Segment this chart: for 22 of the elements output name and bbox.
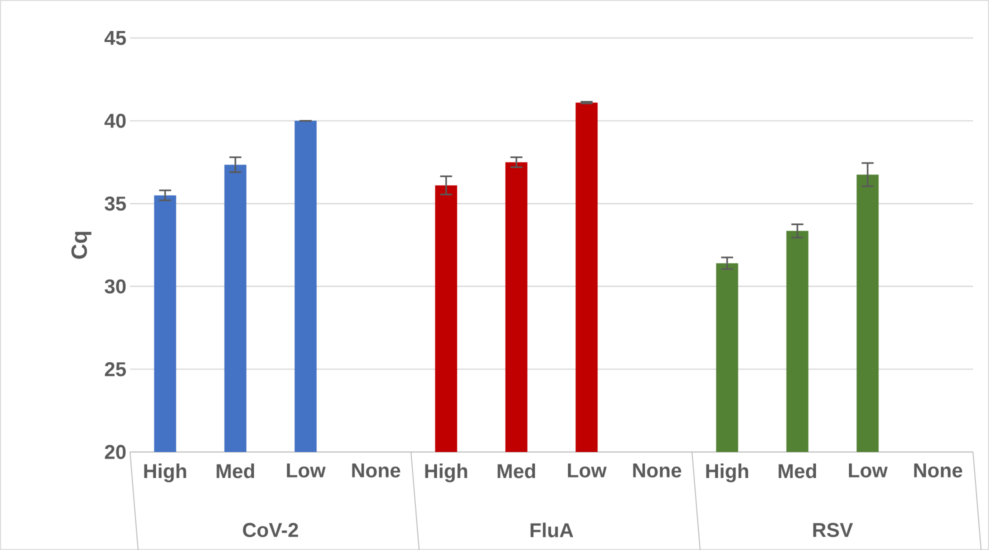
x-tick-label: High (425, 464, 468, 482)
text: RSV (813, 522, 853, 538)
x-tick-label: None (633, 464, 682, 478)
x-tick-label: None (352, 464, 400, 478)
y-tick-label: 35 (104, 196, 126, 211)
x-tick-label: Med (778, 464, 816, 478)
y-axis-title: Cq (71, 232, 92, 259)
x-tick-label: None (914, 464, 962, 478)
x-tick-label: High (706, 464, 748, 482)
y-tick-label: 20 (104, 444, 126, 460)
x-tick-label: High (144, 464, 186, 482)
text: FluA (530, 522, 574, 538)
y-tick-label: 40 (104, 114, 126, 128)
y-tick-label: 30 (104, 279, 126, 294)
x-tick-label: Med (498, 464, 536, 478)
y-tick-label: 25 (104, 362, 126, 376)
x-tick-label: Low (286, 464, 326, 478)
x-tick-label: Med (216, 464, 254, 478)
x-tick-label: Low (848, 464, 888, 478)
text: CoV-2 (242, 522, 298, 538)
x-tick-label: Low (568, 464, 607, 478)
y-tick-label: 45 (104, 31, 126, 45)
